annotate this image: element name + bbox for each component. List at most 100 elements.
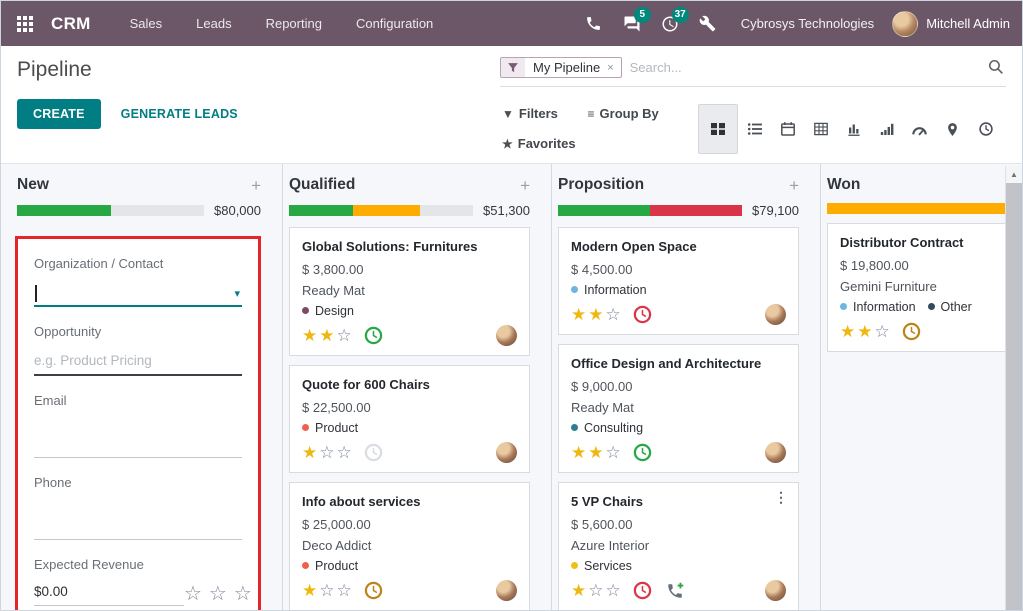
search-input[interactable]	[621, 56, 987, 79]
phone-icon[interactable]	[577, 15, 611, 32]
priority-stars[interactable]: ★☆☆	[302, 443, 354, 463]
view-dashboard-button[interactable]	[903, 113, 936, 145]
search-icon[interactable]	[987, 58, 1004, 78]
card-menu-icon[interactable]: ⋮	[774, 488, 788, 505]
priority-stars[interactable]: ★★☆	[840, 322, 892, 342]
priority-stars[interactable]: ★★☆	[302, 326, 354, 346]
kanban-card[interactable]: ⋮ 5 VP Chairs $ 5,600.00 Azure Interior …	[558, 481, 799, 610]
facet-label: My Pipeline	[533, 60, 601, 75]
card-amount: $ 25,000.00	[302, 516, 371, 532]
menu-reporting[interactable]: Reporting	[265, 16, 322, 31]
view-calendar-button[interactable]	[771, 113, 804, 145]
filter-menus: ▼ Filters ≡ Group By ★ Favorites	[500, 99, 685, 159]
tag-dot	[302, 307, 309, 315]
activity-clock-icon[interactable]	[364, 326, 383, 345]
card-partner: Deco Addict	[302, 537, 372, 553]
create-button[interactable]: CREATE	[17, 99, 101, 129]
search-facet[interactable]: My Pipeline ×	[500, 57, 622, 78]
activities-icon[interactable]: 37	[653, 6, 689, 33]
text-cursor	[35, 285, 37, 302]
activity-clock-icon[interactable]	[633, 443, 652, 462]
column-progressbar[interactable]	[827, 203, 1022, 214]
column-progressbar[interactable]	[17, 205, 204, 216]
salesperson-avatar	[496, 580, 517, 602]
kanban-card[interactable]: Office Design and Architecture $ 9,000.0…	[558, 343, 799, 473]
expected-revenue-label: Expected Revenue	[34, 557, 144, 572]
user-menu[interactable]: Mitchell Admin	[926, 16, 1010, 31]
kanban-card[interactable]: Quote for 600 Chairs $ 22,500.00 Product…	[289, 364, 530, 473]
view-map-button[interactable]	[936, 113, 969, 145]
control-panel: Pipeline My Pipeline × CREATE GENERATE L…	[1, 46, 1022, 164]
priority-stars[interactable]: ★★☆	[571, 443, 623, 463]
search-controls: ▼ Filters ≡ Group By ★ Favorites	[500, 99, 1006, 159]
expected-revenue-input[interactable]	[34, 580, 184, 606]
tag-dot	[302, 424, 309, 432]
apps-grid-icon[interactable]	[17, 15, 33, 32]
priority-stars[interactable]: ☆☆☆	[184, 583, 259, 605]
salesperson-avatar	[765, 442, 786, 464]
activity-clock-icon[interactable]	[633, 581, 652, 600]
menu-configuration[interactable]: Configuration	[355, 16, 434, 31]
opportunity-label: Opportunity	[34, 324, 102, 339]
company-switcher[interactable]: Cybrosys Technologies	[740, 16, 875, 31]
tools-icon[interactable]	[691, 15, 725, 32]
view-graph-button[interactable]	[837, 113, 870, 145]
view-cohort-button[interactable]	[870, 113, 903, 145]
chevron-down-icon[interactable]: ▾	[234, 288, 240, 300]
view-switcher	[698, 99, 1002, 159]
phone-label: Phone	[34, 475, 72, 490]
view-activity-button[interactable]	[969, 113, 1002, 145]
tag: Information	[571, 283, 647, 297]
org-contact-field[interactable]: ▾	[34, 281, 242, 307]
user-avatar[interactable]	[892, 10, 919, 37]
kanban-card[interactable]: Modern Open Space $ 4,500.00 Information…	[558, 227, 799, 335]
app-name[interactable]: CRM	[51, 13, 91, 33]
column-progressbar[interactable]	[289, 205, 473, 216]
tag-dot	[927, 303, 935, 311]
column-add-icon[interactable]: +	[520, 175, 530, 195]
card-partner: Ready Mat	[302, 282, 365, 298]
column-progressbar[interactable]	[558, 205, 742, 216]
column-title: New	[17, 176, 49, 193]
column-add-icon[interactable]: +	[789, 175, 799, 195]
email-input[interactable]	[34, 418, 242, 458]
opportunity-input[interactable]	[34, 349, 242, 376]
phone-plus-icon[interactable]	[666, 582, 684, 600]
kanban-column-won: Won + Distributor Contract $ 19,800.00 G…	[821, 164, 1022, 610]
scroll-up-icon[interactable]: ▲	[1006, 166, 1022, 183]
tag-dot	[571, 424, 578, 432]
group-by-menu[interactable]: ≡ Group By	[587, 106, 659, 121]
card-amount: $ 19,800.00	[840, 257, 909, 273]
filter-funnel-icon	[501, 58, 525, 77]
column-title: Qualified	[289, 176, 356, 193]
activity-clock-icon[interactable]	[364, 581, 383, 600]
priority-stars[interactable]: ★☆☆	[571, 581, 623, 601]
favorites-menu[interactable]: ★ Favorites	[502, 136, 576, 151]
generate-leads-button[interactable]: GENERATE LEADS	[119, 99, 240, 129]
facet-remove-icon[interactable]: ×	[607, 61, 614, 74]
column-add-icon[interactable]: +	[251, 175, 261, 195]
kanban-column-qualified: Qualified + $51,300 Global Solutions: Fu…	[283, 164, 552, 610]
card-amount: $ 5,600.00	[571, 516, 633, 532]
tag: Services	[571, 559, 632, 573]
kanban-card[interactable]: Distributor Contract $ 19,800.00 Gemini …	[827, 223, 1022, 352]
view-kanban-button[interactable]	[698, 104, 738, 154]
messages-icon[interactable]: 5	[615, 6, 651, 33]
activity-clock-icon[interactable]	[633, 305, 652, 324]
scrollbar-thumb[interactable]	[1006, 183, 1022, 610]
menu-leads[interactable]: Leads	[196, 16, 232, 31]
vertical-scrollbar[interactable]: ▲	[1005, 166, 1022, 610]
view-pivot-button[interactable]	[804, 113, 837, 145]
kanban-card[interactable]: Global Solutions: Furnitures $ 3,800.00 …	[289, 227, 530, 356]
kanban-card[interactable]: Info about services $ 25,000.00 Deco Add…	[289, 481, 530, 610]
view-list-button[interactable]	[738, 113, 771, 145]
activities-badge: 37	[671, 6, 689, 23]
phone-input[interactable]	[34, 500, 242, 540]
activity-clock-icon[interactable]	[902, 322, 921, 341]
priority-stars[interactable]: ★★☆	[571, 305, 623, 325]
menu-sales[interactable]: Sales	[129, 16, 163, 31]
favorites-star-icon: ★	[502, 137, 513, 151]
priority-stars[interactable]: ★☆☆	[302, 581, 354, 601]
filters-menu[interactable]: ▼ Filters	[502, 106, 558, 121]
activity-clock-icon[interactable]	[364, 443, 383, 462]
